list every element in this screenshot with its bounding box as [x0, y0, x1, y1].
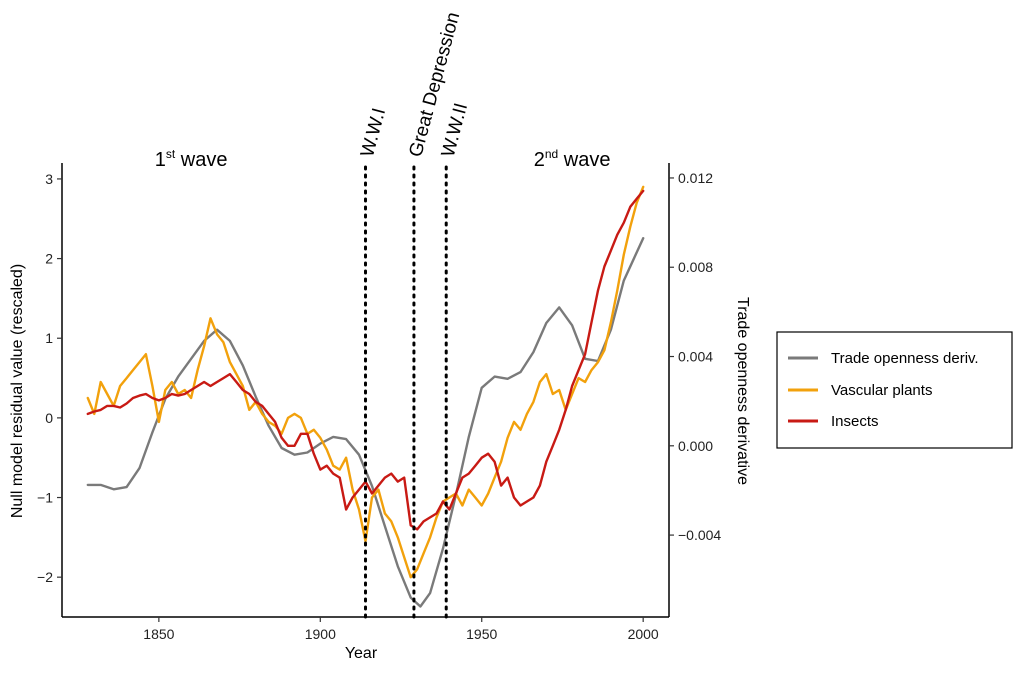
legend-label-insects: Insects [831, 413, 879, 430]
legend: Trade openness deriv. Vascular plants In… [776, 331, 1013, 449]
y2-axis-title: Trade openness derivative [734, 297, 751, 485]
y2-tick-label: 0.008 [678, 259, 713, 275]
first-wave-label: 1st wave [155, 147, 228, 171]
x-axis-title: Year [345, 645, 378, 662]
y-tick-label: 0 [45, 410, 53, 426]
y-tick-label: −1 [37, 490, 53, 506]
legend-label-vascular: Vascular plants [831, 382, 932, 399]
second-wave-ordinal: 2 [534, 149, 545, 171]
first-wave-ordinal: 1 [155, 149, 166, 171]
y-tick-label: 1 [45, 330, 53, 346]
x-tick-label: 1900 [305, 626, 336, 642]
first-wave-word-text: wave [180, 149, 228, 171]
plot-area: 1850 1900 1950 2000 −2 −1 0 1 2 3 −0.004 0.000 0.004… [37, 163, 721, 642]
series-line-vascular-plants [86, 185, 645, 579]
event-label: W.W.II [438, 101, 472, 159]
second-wave-suffix: nd [545, 147, 558, 161]
y2-tick-label: 0.012 [678, 170, 713, 186]
second-wave-label: 2nd wave [534, 147, 611, 171]
y2-tick-label: 0.004 [678, 349, 713, 365]
second-wave-word-text: wave [563, 149, 611, 171]
y-tick-label: 3 [45, 171, 53, 187]
x-tick-label: 1950 [466, 626, 497, 642]
x-tick-label: 2000 [628, 626, 659, 642]
event-label: W.W.I [357, 106, 390, 159]
y-tick-label: −2 [37, 569, 53, 585]
y-tick-label: 2 [45, 251, 53, 267]
x-tick-label: 1850 [143, 626, 174, 642]
first-wave-suffix: st [166, 147, 176, 161]
y2-tick-label: −0.004 [678, 527, 721, 543]
y-axis-title: Null model residual value (rescaled) [9, 264, 26, 518]
y2-tick-label: 0.000 [678, 438, 713, 454]
legend-label-trade: Trade openness deriv. [831, 350, 979, 367]
wave-labels: 1st wave 2nd wave [155, 147, 611, 171]
